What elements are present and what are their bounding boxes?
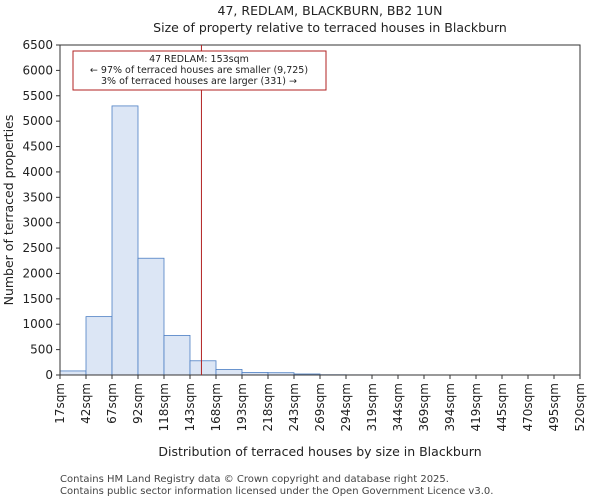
x-tick-label: 419sqm bbox=[469, 383, 483, 431]
x-tick-label: 344sqm bbox=[391, 383, 405, 431]
annotation-box: 47 REDLAM: 153sqm ← 97% of terraced hous… bbox=[72, 50, 327, 91]
y-tick-label: 5500 bbox=[22, 89, 53, 103]
x-tick-label: 17sqm bbox=[53, 383, 67, 424]
y-tick-label: 1000 bbox=[22, 317, 53, 331]
histogram-bar bbox=[111, 105, 139, 376]
y-tick-label: 3000 bbox=[22, 216, 53, 230]
y-tick-label: 4500 bbox=[22, 140, 53, 154]
chart-title: 47, REDLAM, BLACKBURN, BB2 1UN bbox=[218, 3, 443, 18]
x-tick-label: 67sqm bbox=[105, 383, 119, 424]
x-tick-label: 445sqm bbox=[495, 383, 509, 431]
annotation-border bbox=[72, 50, 327, 91]
histogram-bar bbox=[189, 360, 217, 376]
x-tick-label: 319sqm bbox=[365, 383, 379, 431]
x-tick-label: 168sqm bbox=[209, 383, 223, 431]
histogram-bar bbox=[215, 369, 243, 376]
histogram-bar bbox=[85, 316, 113, 376]
x-tick-label: 92sqm bbox=[131, 383, 145, 424]
x-tick-label: 394sqm bbox=[443, 383, 457, 431]
footer-line-2: Contains public sector information licen… bbox=[60, 486, 493, 497]
chart-subtitle: Size of property relative to terraced ho… bbox=[153, 20, 507, 35]
x-tick-label: 520sqm bbox=[573, 383, 587, 431]
y-tick-label: 3500 bbox=[22, 190, 53, 204]
annotation-line-2: ← 97% of terraced houses are smaller (9,… bbox=[90, 65, 308, 76]
y-axis-label: Number of terraced properties bbox=[1, 115, 16, 306]
x-axis-label: Distribution of terraced houses by size … bbox=[158, 444, 481, 459]
histogram-bars bbox=[59, 105, 503, 376]
y-tick-label: 4000 bbox=[22, 165, 53, 179]
plot-area-frame bbox=[59, 44, 581, 376]
x-tick-label: 369sqm bbox=[417, 383, 431, 431]
histogram-bar bbox=[137, 257, 165, 376]
y-tick-label: 2500 bbox=[22, 241, 53, 255]
y-tick-label: 6500 bbox=[22, 38, 53, 52]
y-axis-ticks: 0 500 1000 1500 2000 2500 3000 3500 4000 4500 5000… bbox=[22, 38, 60, 382]
x-axis-ticks: 17sqm 42sqm 67sqm 92sqm 118sqm 143sqm 168sqm 19… bbox=[53, 375, 587, 431]
y-tick-label: 0 bbox=[45, 368, 53, 382]
y-tick-label: 1500 bbox=[22, 292, 53, 306]
x-tick-label: 269sqm bbox=[313, 383, 327, 431]
y-tick-label: 2000 bbox=[22, 266, 53, 280]
annotation-line-1: 47 REDLAM: 153sqm bbox=[149, 54, 249, 65]
x-tick-label: 495sqm bbox=[547, 383, 561, 431]
annotation-line-3: 3% of terraced houses are larger (331) → bbox=[101, 76, 297, 87]
footer-line-1: Contains HM Land Registry data © Crown c… bbox=[60, 474, 449, 485]
y-tick-label: 500 bbox=[30, 343, 53, 357]
x-tick-label: 243sqm bbox=[287, 383, 301, 431]
x-tick-label: 218sqm bbox=[261, 383, 275, 431]
histogram-bar bbox=[59, 370, 87, 376]
y-tick-label: 6000 bbox=[22, 63, 53, 77]
y-tick-label: 5000 bbox=[22, 114, 53, 128]
x-tick-label: 193sqm bbox=[235, 383, 249, 431]
histogram-bar bbox=[163, 334, 191, 376]
x-tick-label: 118sqm bbox=[157, 383, 171, 431]
x-tick-label: 470sqm bbox=[521, 383, 535, 431]
x-tick-label: 143sqm bbox=[183, 383, 197, 431]
x-tick-label: 42sqm bbox=[79, 383, 93, 424]
x-tick-label: 294sqm bbox=[339, 383, 353, 431]
